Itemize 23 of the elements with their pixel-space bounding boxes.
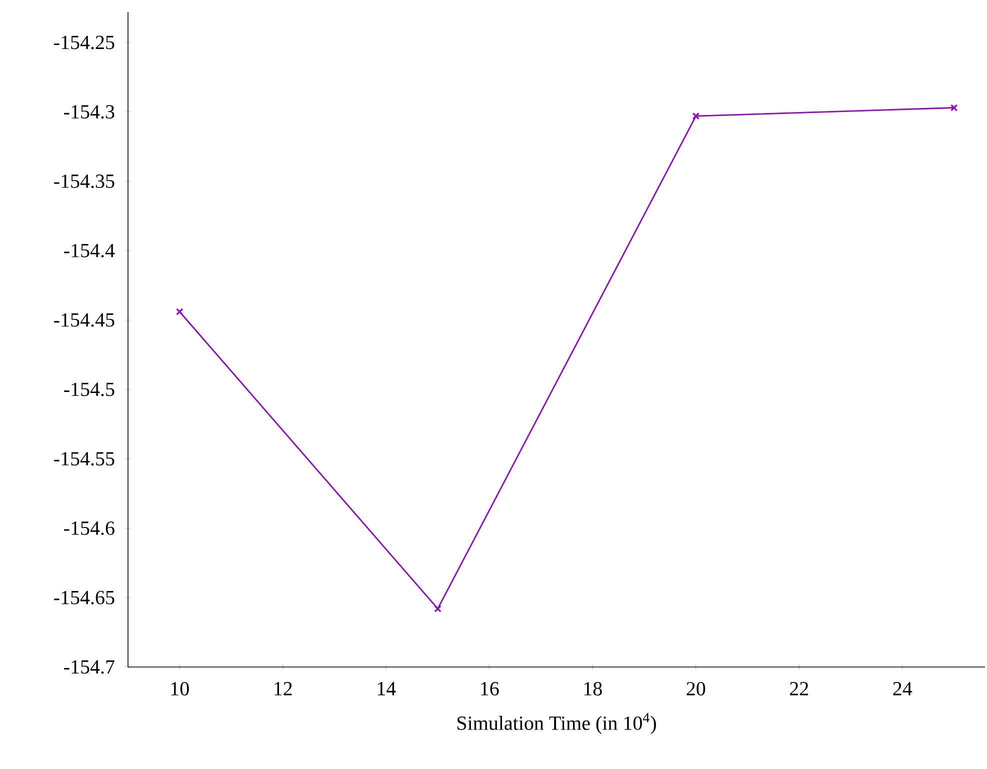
y-tick-label: -154.4 (64, 244, 115, 258)
x-tick-label: 14 (378, 682, 396, 696)
x-tick-label: 16 (481, 682, 499, 696)
x-tick-label: 22 (790, 682, 808, 696)
y-tick-label: -154.65 (54, 590, 114, 604)
y-tick-label: -154.55 (54, 452, 114, 466)
point (176, 308, 184, 316)
x-axis-title: Simulation Time (in 10$^{4}$) (458, 713, 656, 734)
x-tick-label: 24 (893, 682, 912, 696)
y-tick-label: -154.25 (54, 36, 114, 50)
point (950, 104, 958, 112)
y-tick-label: -154.35 (54, 174, 114, 188)
x-tick-label: 10 (171, 682, 189, 696)
x-tick-label: 12 (274, 682, 292, 696)
y-tick-label: -154.45 (54, 313, 114, 327)
x-tick-label: 20 (686, 682, 706, 696)
y-tick-label: -154.6 (64, 521, 114, 535)
y-tick-label: -154.5 (64, 382, 114, 396)
y-tick-label: -154.7 (64, 660, 114, 674)
point (692, 112, 700, 120)
x-tick-label: 18 (584, 682, 602, 696)
y-tick-label: -154.3 (64, 105, 114, 119)
point (434, 605, 442, 612)
